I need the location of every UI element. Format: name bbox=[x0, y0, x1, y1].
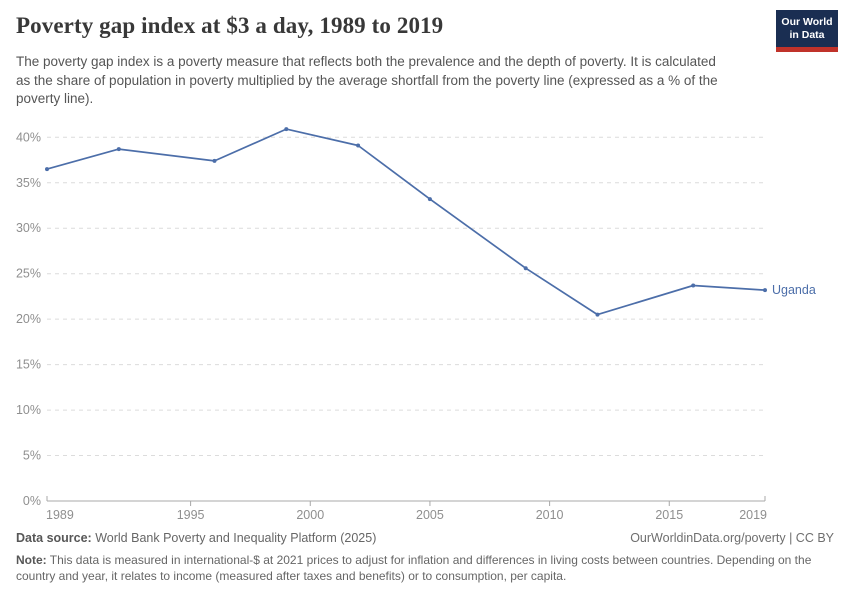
owid-logo-box: Our World in Data bbox=[776, 10, 838, 47]
y-tick-label: 10% bbox=[16, 403, 41, 417]
data-source-text: World Bank Poverty and Inequality Platfo… bbox=[95, 531, 377, 545]
series-end-label: Uganda bbox=[772, 283, 816, 297]
x-tick-label: 2000 bbox=[296, 508, 324, 520]
owid-logo: Our World in Data bbox=[776, 10, 838, 52]
x-tick-label: 1989 bbox=[46, 508, 74, 520]
data-point-marker bbox=[212, 158, 217, 163]
source-row: Data source: World Bank Poverty and Ineq… bbox=[16, 530, 834, 546]
note-text: This data is measured in international-$… bbox=[16, 553, 812, 583]
y-tick-label: 0% bbox=[23, 494, 41, 508]
y-tick-label: 30% bbox=[16, 221, 41, 235]
series-uganda: Uganda bbox=[45, 127, 816, 317]
y-tick-label: 20% bbox=[16, 312, 41, 326]
note-label: Note: bbox=[16, 553, 47, 568]
data-point-marker bbox=[763, 288, 767, 293]
data-point-marker bbox=[691, 283, 696, 288]
data-point-marker bbox=[45, 167, 49, 172]
x-tick-label: 2010 bbox=[536, 508, 564, 520]
y-tick-label: 5% bbox=[23, 449, 41, 463]
line-chart: 0% 5% 10% 15% 20% 25% 30% 35% 40% 1989 1995 2000 200… bbox=[16, 127, 816, 522]
data-source-label: Data source: bbox=[16, 531, 92, 545]
credit-link[interactable]: OurWorldinData.org/poverty | CC BY bbox=[630, 531, 834, 545]
owid-logo-line1: Our World bbox=[781, 16, 833, 29]
gridlines bbox=[47, 136, 765, 502]
data-point-marker bbox=[523, 266, 528, 271]
x-tick-label: 1995 bbox=[177, 508, 205, 520]
chart-area: 0% 5% 10% 15% 20% 25% 30% 35% 40% 1989 1995 2000 200… bbox=[0, 125, 850, 522]
chart-note: Note: This data is measured in internati… bbox=[16, 553, 834, 584]
y-tick-label: 15% bbox=[16, 358, 41, 372]
data-point-marker bbox=[284, 127, 289, 132]
data-point-marker bbox=[356, 143, 361, 148]
y-tick-label: 25% bbox=[16, 267, 41, 281]
series-line bbox=[46, 128, 766, 316]
y-axis-labels: 0% 5% 10% 15% 20% 25% 30% 35% 40% bbox=[16, 130, 41, 508]
chart-footer: Data source: World Bank Poverty and Ineq… bbox=[16, 530, 834, 584]
data-point-marker bbox=[427, 197, 432, 202]
data-source: Data source: World Bank Poverty and Ineq… bbox=[16, 530, 376, 546]
chart-subtitle: The poverty gap index is a poverty measu… bbox=[16, 54, 718, 107]
owid-logo-red-bar bbox=[776, 47, 838, 52]
data-point-marker bbox=[595, 312, 600, 317]
x-axis: 1989 1995 2000 2005 2010 2015 2019 bbox=[46, 496, 767, 522]
x-tick-label: 2015 bbox=[655, 508, 683, 520]
data-point-marker bbox=[116, 147, 121, 152]
x-tick-label: 2019 bbox=[739, 508, 767, 520]
owid-logo-line2: in Data bbox=[789, 28, 825, 41]
y-tick-label: 35% bbox=[16, 176, 41, 190]
page-title: Poverty gap index at $3 a day, 1989 to 2… bbox=[16, 13, 444, 38]
y-tick-label: 40% bbox=[16, 130, 41, 144]
x-tick-label: 2005 bbox=[416, 508, 444, 520]
